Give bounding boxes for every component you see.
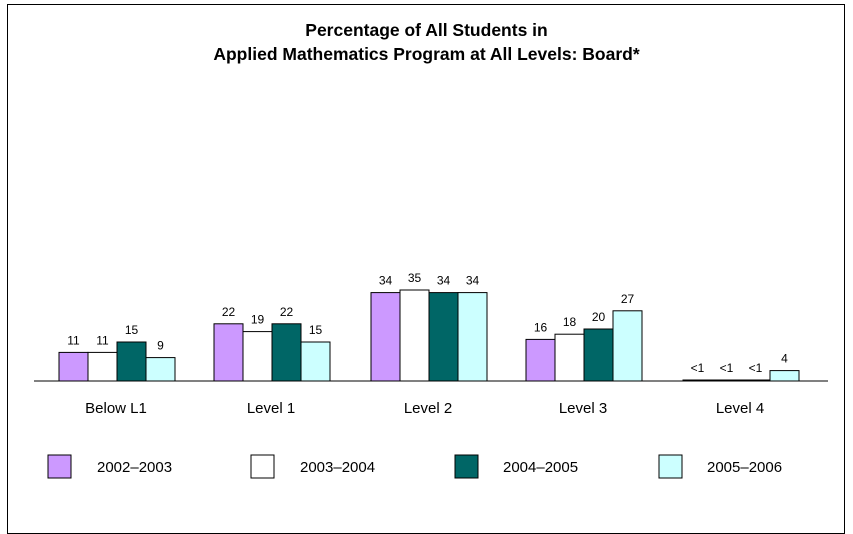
bar	[399, 289, 430, 382]
bar	[370, 292, 401, 382]
x-tick-label: Level 1	[247, 400, 295, 417]
chart-title: Percentage of All Students in Applied Ma…	[0, 18, 853, 66]
bar	[145, 357, 176, 382]
bar-chart: 11 22 34 16 <1 11 19 35 18 <1 15 22 34 20 <1 9 15 34 27 4 Be…	[34, 271, 828, 479]
legend-label: 2004–2005	[503, 459, 578, 476]
data-label: 34	[437, 274, 451, 288]
bar	[554, 333, 585, 382]
data-label: 22	[280, 305, 294, 319]
bar	[271, 323, 302, 382]
legend-label: 2002–2003	[97, 459, 172, 476]
bar	[612, 310, 643, 382]
data-label: 20	[592, 310, 606, 324]
data-label: 18	[563, 315, 577, 329]
bar	[525, 338, 556, 382]
bar	[769, 370, 800, 382]
legend-swatch	[658, 454, 683, 479]
legend-label: 2003–2004	[300, 459, 375, 476]
bar	[740, 379, 771, 382]
bar	[457, 292, 488, 382]
bar	[583, 328, 614, 382]
legend-swatch	[454, 454, 479, 479]
data-label: 15	[309, 323, 323, 337]
data-label: 19	[251, 313, 265, 327]
data-label: 9	[157, 339, 164, 353]
bar	[116, 341, 147, 382]
data-label: <1	[691, 361, 705, 375]
bar	[87, 351, 118, 382]
x-tick-label: Level 3	[559, 400, 607, 417]
bar	[242, 331, 273, 382]
bar	[300, 341, 331, 382]
data-label: 34	[466, 274, 480, 288]
chart-title-line-1: Percentage of All Students in	[305, 20, 548, 40]
data-label: 11	[67, 333, 80, 347]
data-label: 35	[408, 271, 422, 285]
data-label: 4	[781, 352, 788, 366]
legend-swatch	[47, 454, 72, 479]
x-tick-label: Level 2	[404, 400, 452, 417]
bar	[682, 379, 713, 382]
legend-swatch	[250, 454, 275, 479]
data-label: <1	[720, 361, 734, 375]
bar	[58, 351, 89, 382]
data-label: <1	[749, 361, 763, 375]
data-label: 34	[379, 274, 393, 288]
x-tick-label: Below L1	[85, 400, 147, 417]
data-label: 22	[222, 305, 236, 319]
legend-label: 2005–2006	[707, 459, 782, 476]
bar	[213, 323, 244, 382]
data-label: 27	[621, 292, 635, 306]
data-label: 11	[96, 333, 109, 347]
chart-title-line-2: Applied Mathematics Program at All Level…	[213, 44, 640, 64]
data-label: 15	[125, 323, 139, 337]
bar	[711, 379, 742, 382]
data-label: 16	[534, 320, 548, 334]
bar	[428, 292, 459, 382]
x-tick-label: Level 4	[716, 400, 764, 417]
